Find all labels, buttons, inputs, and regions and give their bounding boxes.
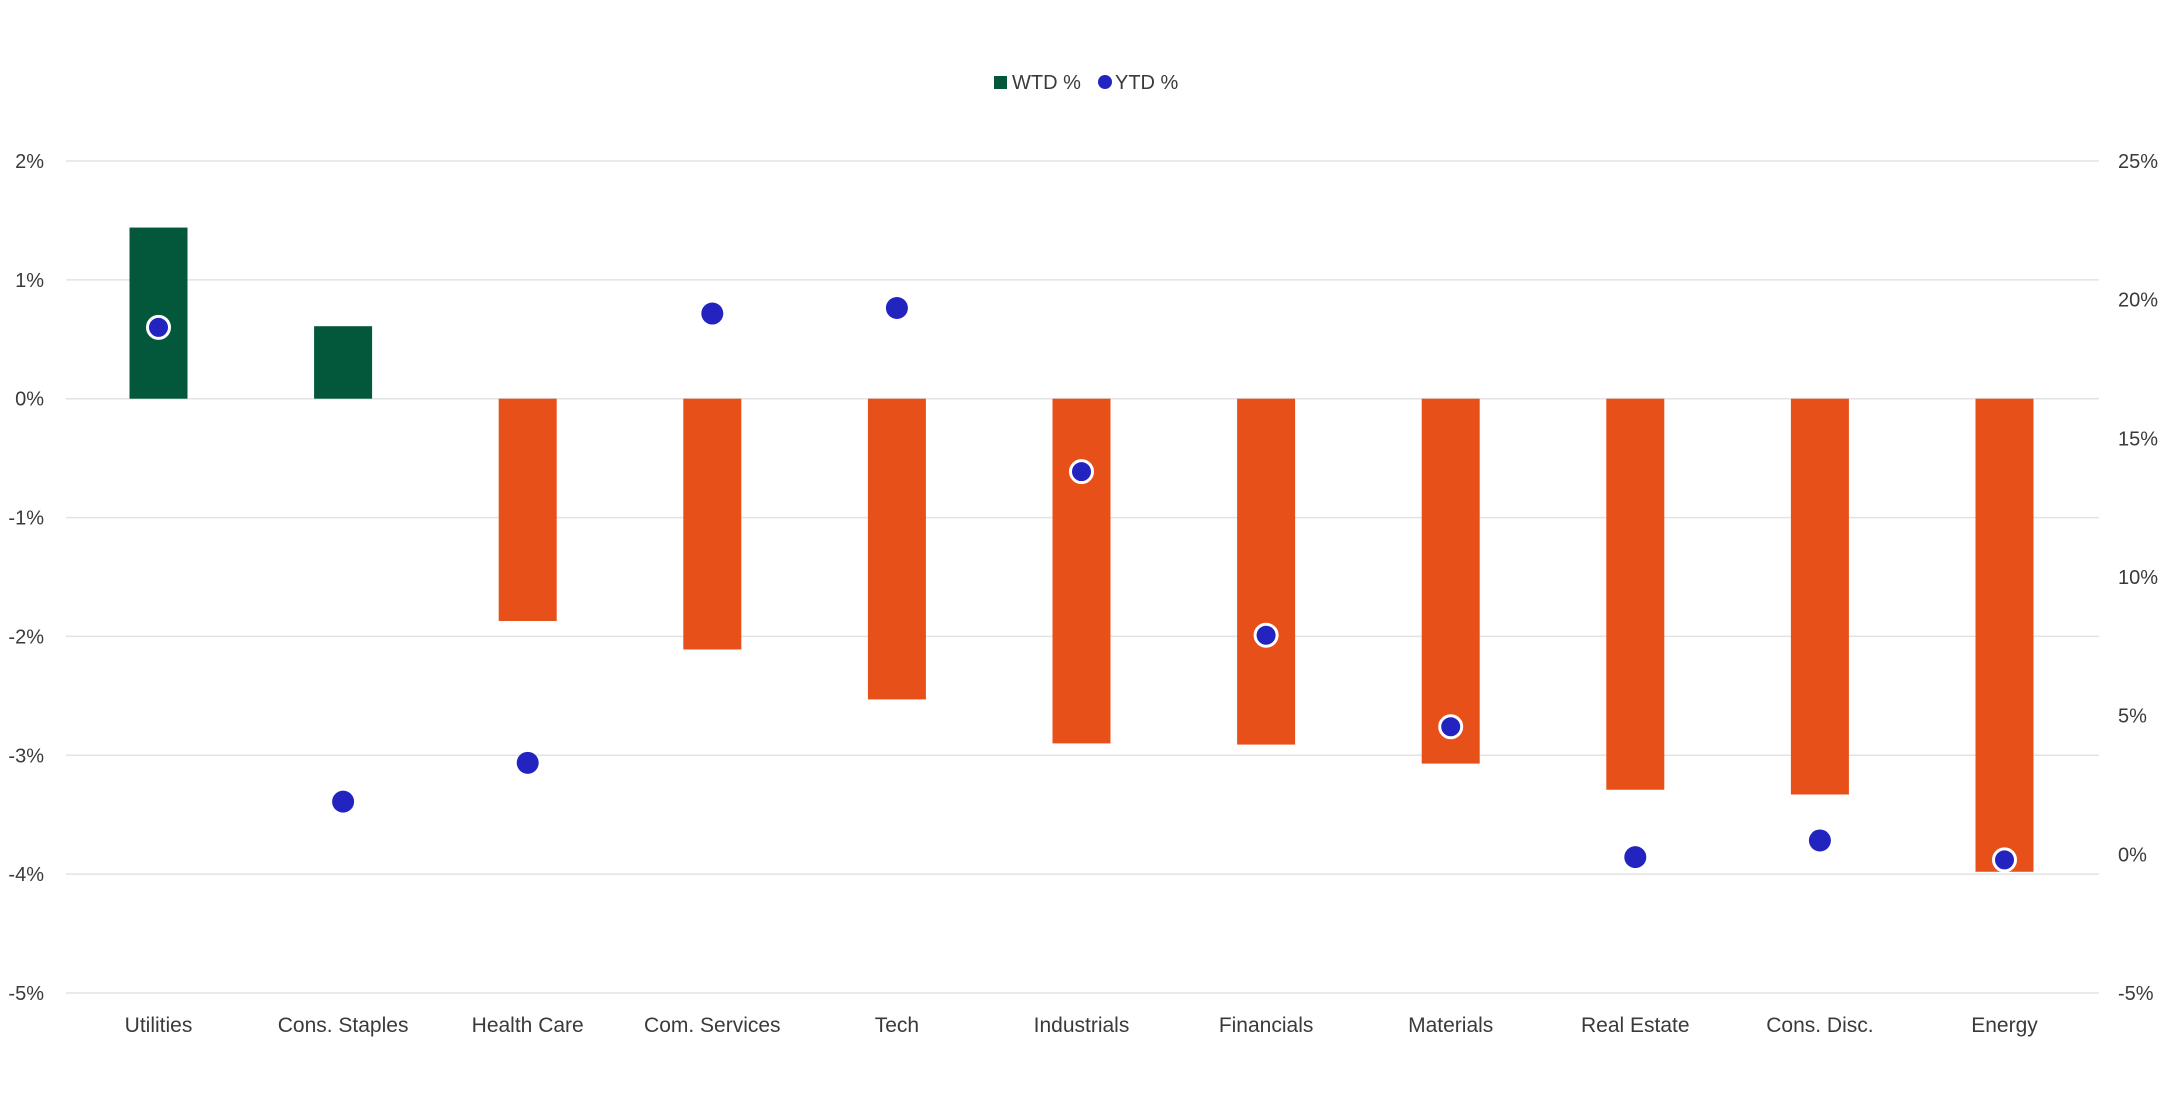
x-tick-label: Industrials <box>1034 1014 1130 1037</box>
y-left-tick-label: -5% <box>8 983 44 1005</box>
y-right-tick-label: 5% <box>2118 706 2147 728</box>
x-tick-label: Financials <box>1219 1014 1314 1037</box>
point-ytd <box>1438 714 1464 740</box>
y-left-tick-label: 0% <box>15 389 44 411</box>
y-left-tick-label: -3% <box>8 745 44 767</box>
x-axis-labels: Utilities Cons. Staples Health Care Com. Se… <box>125 1014 2039 1037</box>
point-ytd <box>146 314 171 340</box>
x-tick-label: Energy <box>1971 1014 2038 1037</box>
bar-wtd <box>1421 398 1480 764</box>
bar-wtd <box>1237 398 1296 745</box>
point-ytd <box>332 790 355 813</box>
bar-wtd <box>314 326 373 399</box>
legend: WTD % YTD % <box>994 72 1179 94</box>
legend-label-ytd: YTD % <box>1115 72 1179 94</box>
x-tick-label: Tech <box>875 1014 919 1037</box>
point-ytd <box>1624 846 1647 869</box>
left-axis: 2% 1% 0% -1% -2% -3% -4% -5% <box>8 151 44 1005</box>
y-left-tick-label: 1% <box>15 270 44 292</box>
y-right-tick-label: -5% <box>2118 983 2154 1005</box>
bar-wtd <box>683 398 742 650</box>
bar-wtd <box>1606 398 1665 790</box>
y-right-tick-label: 20% <box>2118 290 2158 312</box>
y-right-tick-label: 25% <box>2118 151 2158 173</box>
y-left-tick-label: -1% <box>8 508 44 530</box>
point-ytd <box>885 296 908 319</box>
point-ytd <box>516 751 539 774</box>
y-right-tick-label: 0% <box>2118 844 2147 866</box>
x-tick-label: Com. Services <box>644 1014 781 1037</box>
x-tick-label: Health Care <box>472 1014 584 1037</box>
bar-wtd <box>1052 398 1111 744</box>
y-right-tick-label: 15% <box>2118 428 2158 450</box>
y-left-tick-label: -4% <box>8 864 44 886</box>
wtd-bars <box>129 227 2034 872</box>
point-ytd <box>1808 829 1831 852</box>
x-tick-label: Cons. Staples <box>278 1014 409 1037</box>
y-left-tick-label: 2% <box>15 151 44 173</box>
legend-label-wtd: WTD % <box>1012 72 1081 94</box>
bar-wtd <box>129 227 188 399</box>
x-tick-label: Utilities <box>125 1014 193 1037</box>
legend-swatch-ytd <box>1098 75 1112 89</box>
bar-wtd <box>1790 398 1849 795</box>
x-tick-label: Materials <box>1408 1014 1493 1037</box>
y-left-tick-label: -2% <box>8 626 44 648</box>
legend-swatch-wtd <box>994 76 1007 89</box>
bar-wtd <box>1975 398 2034 872</box>
right-axis: 25% 20% 15% 10% 5% 0% -5% <box>2118 151 2158 1005</box>
point-ytd <box>1992 847 2017 873</box>
point-ytd <box>701 302 724 325</box>
bar-wtd <box>498 398 557 621</box>
point-ytd <box>1253 622 1279 648</box>
x-tick-label: Real Estate <box>1581 1014 1690 1037</box>
bar-wtd <box>867 398 926 700</box>
point-ytd <box>1069 459 1094 485</box>
ytd-dots <box>146 296 2017 873</box>
x-tick-label: Cons. Disc. <box>1766 1014 1873 1037</box>
y-right-tick-label: 10% <box>2118 567 2158 589</box>
